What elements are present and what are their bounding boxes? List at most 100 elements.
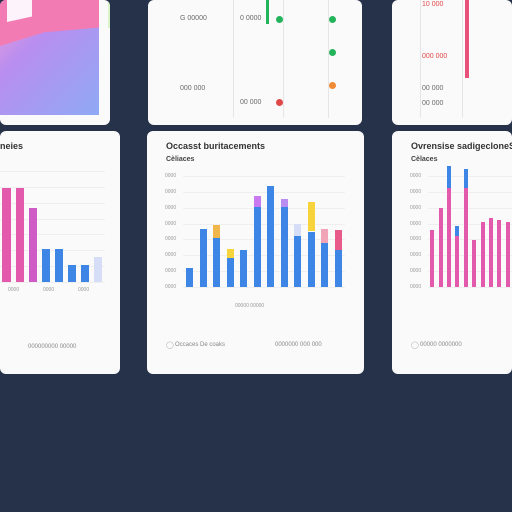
bar-chart: 0000 0000 0000 0000 0000 0000 0000 0000: [410, 165, 512, 301]
chart-bar: [455, 235, 460, 287]
metric-label: G 00000: [180, 15, 207, 22]
grid-line: [428, 255, 512, 257]
grid-line: [183, 271, 345, 273]
status-dot: [329, 49, 336, 56]
grid-line: [233, 0, 234, 118]
grid-line: [0, 250, 105, 252]
y-tick-label: 0000: [410, 252, 422, 259]
y-tick-label: 0000: [410, 173, 422, 179]
y-tick-label: 0000: [410, 236, 422, 243]
metric-label: 00 000: [240, 99, 262, 106]
y-tick-label: 0000: [165, 188, 177, 195]
y-tick-label: 0000: [165, 236, 177, 243]
grid-line: [428, 207, 512, 209]
x-tick-label: 0000: [43, 287, 55, 293]
y-tick-label: 0000: [165, 220, 177, 227]
chart-bar-segment: [280, 199, 288, 207]
card-title: Occasst buritacements: [166, 141, 266, 151]
metric-label: 0 0000: [240, 15, 262, 22]
chart-bar: [186, 267, 194, 287]
y-tick-label: 0000: [410, 220, 422, 227]
chart-bar: [2, 187, 11, 282]
y-tick-label: 0000: [410, 188, 422, 195]
bar-chart: 0000 0000 0000: [0, 171, 105, 296]
green-strip: [108, 0, 110, 28]
metric-label: 00 000: [422, 100, 444, 107]
chart-bar: [307, 231, 315, 287]
chart-bar-segment: [321, 229, 329, 243]
top-right-card: 10 000 000 000 00 000 00 000: [392, 0, 512, 125]
grid-line: [328, 0, 329, 118]
grid-line: [0, 234, 105, 236]
card-subtitle: Cèliaces: [166, 156, 195, 163]
x-tick-label: 0000: [78, 287, 90, 293]
chart-bar: [68, 265, 77, 282]
chart-bar: [15, 187, 24, 282]
grid-line: [183, 287, 345, 288]
grid-line: [0, 171, 105, 172]
grid-line: [462, 0, 463, 118]
metric-label: 000 000: [422, 53, 448, 60]
middle-chart-card: Occasst buritacements Cèliaces 0000 0000 0…: [147, 131, 364, 374]
grid-line: [183, 207, 345, 209]
grid-line: [428, 287, 512, 288]
grid-line: [283, 0, 284, 118]
chart-bar: [240, 249, 248, 287]
chart-bar: [28, 208, 37, 282]
grid-line: [183, 255, 345, 257]
card-subtitle: Cèlaces: [411, 156, 438, 163]
chart-bar: [505, 221, 510, 287]
y-tick-label: 0000: [165, 268, 177, 275]
y-tick-label: 0000: [165, 284, 177, 290]
chart-bar: [54, 248, 64, 282]
top-left-card: [0, 0, 110, 125]
info-icon: ◯: [166, 342, 174, 349]
left-chart-card: neies 0000 0000 0000 000000000 00000: [0, 131, 120, 374]
chart-bar: [446, 188, 452, 287]
x-axis-label: 00000 00000: [235, 303, 265, 309]
metric-label: 10 000: [422, 1, 444, 8]
chart-bar-segment: [307, 202, 315, 232]
grid-line: [0, 266, 105, 268]
grid-line: [0, 218, 105, 220]
card-title: Ovrensise sadigecloneS: [411, 141, 512, 151]
top-middle-card: G 00000 0 0000 000 000 00 000: [148, 0, 362, 125]
info-icon: ◯: [411, 342, 419, 349]
chart-bar: [497, 220, 502, 287]
chart-bar: [41, 248, 50, 282]
grid-line: [0, 282, 105, 283]
chart-bar-segment: [463, 169, 468, 189]
chart-bar: [463, 188, 468, 287]
y-tick-label: 0000: [410, 204, 422, 211]
footer-label: 000000000 00000: [28, 344, 77, 350]
grid-line: [0, 186, 105, 188]
metric-label: 000 000: [180, 85, 206, 92]
grid-line: [183, 239, 345, 241]
chart-bar: [226, 257, 234, 287]
grid-line: [183, 191, 345, 193]
bar-chart: 0000 0000 0000 0000 0000 0000 0000 0000: [165, 173, 345, 301]
footer-right: 0000000 000 000: [275, 342, 322, 348]
grid-line: [428, 223, 512, 225]
chart-bar: [81, 265, 90, 282]
chart-bar-segment: [446, 165, 452, 189]
chart-bar-segment: [455, 225, 460, 236]
grid-line: [428, 239, 512, 241]
metric-label: 00 000: [422, 85, 444, 92]
y-tick-label: 0000: [165, 173, 177, 179]
chart-bar: [213, 238, 221, 287]
status-dot: [276, 16, 283, 23]
footer-label: 00000 0000000: [420, 342, 462, 348]
chart-bar: [438, 207, 443, 287]
y-tick-label: 0000: [165, 204, 177, 211]
chart-bar: [430, 230, 435, 287]
footer-left: Occaces De coaks: [175, 342, 226, 348]
chart-bar-segment: [294, 224, 302, 236]
grid-line: [428, 176, 512, 177]
pink-value-bar: [465, 0, 469, 78]
chart-bar: [94, 257, 103, 282]
grid-line: [183, 176, 345, 177]
chart-bar-segment: [253, 195, 261, 207]
chart-bar-segment: [226, 249, 234, 258]
grid-line: [0, 202, 105, 204]
